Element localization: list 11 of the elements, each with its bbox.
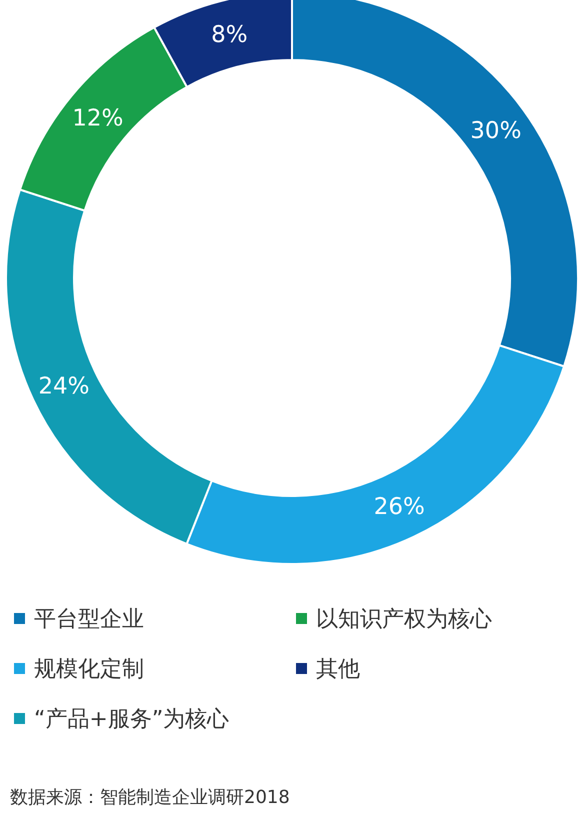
data-label: 30%	[470, 118, 522, 144]
legend-label: 以知识产权为核心	[316, 607, 492, 632]
data-label: 8%	[211, 22, 248, 48]
data-label: 12%	[72, 105, 124, 132]
legend-label: 平台型企业	[34, 607, 144, 632]
data-label: 26%	[374, 494, 425, 520]
legend-label: 其他	[316, 657, 360, 682]
legend-label: 规模化定制	[34, 657, 144, 682]
legend-label: “产品+服务”为核心	[34, 707, 230, 732]
data-label: 24%	[38, 373, 90, 400]
source-note: 数据来源：智能制造企业调研2018	[10, 787, 290, 808]
